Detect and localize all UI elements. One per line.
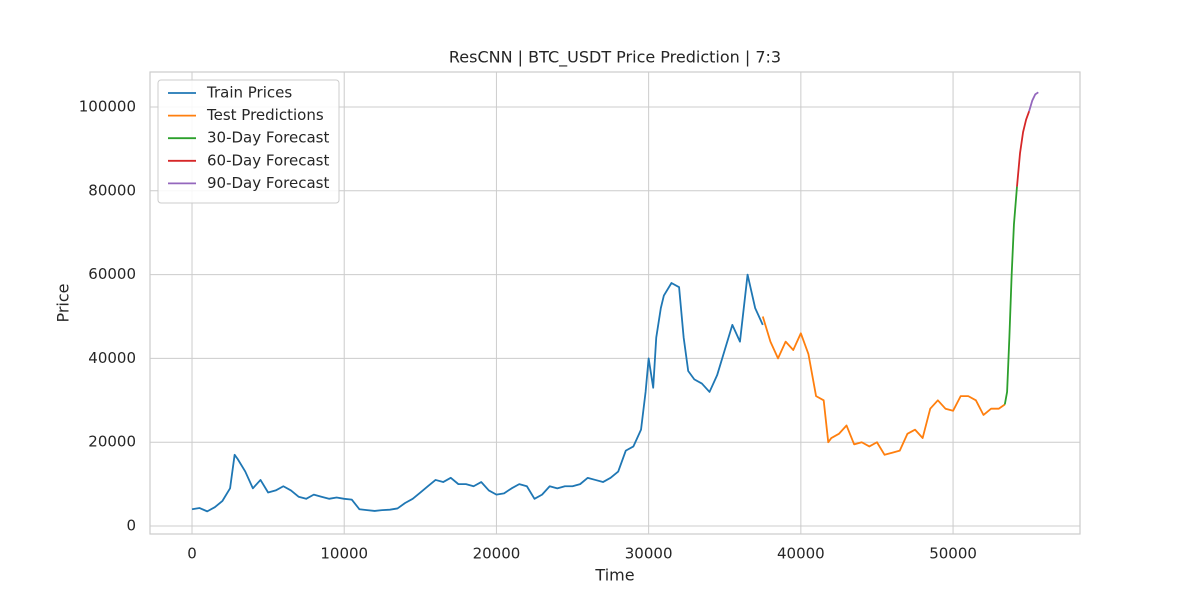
legend-label: Train Prices: [206, 84, 292, 102]
x-tick-label: 0: [187, 545, 197, 563]
legend-box: [157, 79, 340, 204]
y-axis-label: Price: [54, 283, 73, 322]
legend-label: Test Predictions: [206, 106, 324, 124]
y-tick-label: 60000: [88, 265, 136, 283]
y-tick-label: 20000: [88, 433, 136, 451]
x-tick-label: 20000: [473, 545, 521, 563]
x-tick-label: 40000: [777, 545, 825, 563]
x-axis-label: Time: [594, 566, 634, 585]
y-tick-label: 40000: [88, 349, 136, 367]
legend-label: 30-Day Forecast: [207, 129, 329, 147]
y-tick-label: 100000: [79, 97, 136, 115]
data-line: [1028, 91, 1039, 112]
data-line: [761, 316, 1006, 456]
data-line: [1016, 110, 1031, 187]
chart-title: ResCNN | BTC_USDT Price Prediction | 7:3: [449, 48, 781, 68]
data-line: [191, 273, 764, 513]
y-tick-label: 80000: [88, 181, 136, 199]
x-tick-label: 30000: [625, 545, 673, 563]
plot-frame: [149, 71, 1081, 535]
y-tick-label: 0: [126, 517, 136, 535]
legend-label: 90-Day Forecast: [207, 174, 329, 192]
x-tick-label: 10000: [320, 545, 368, 563]
data-line: [1003, 186, 1018, 405]
x-tick-label: 50000: [929, 545, 977, 563]
legend-label: 60-Day Forecast: [207, 151, 329, 169]
